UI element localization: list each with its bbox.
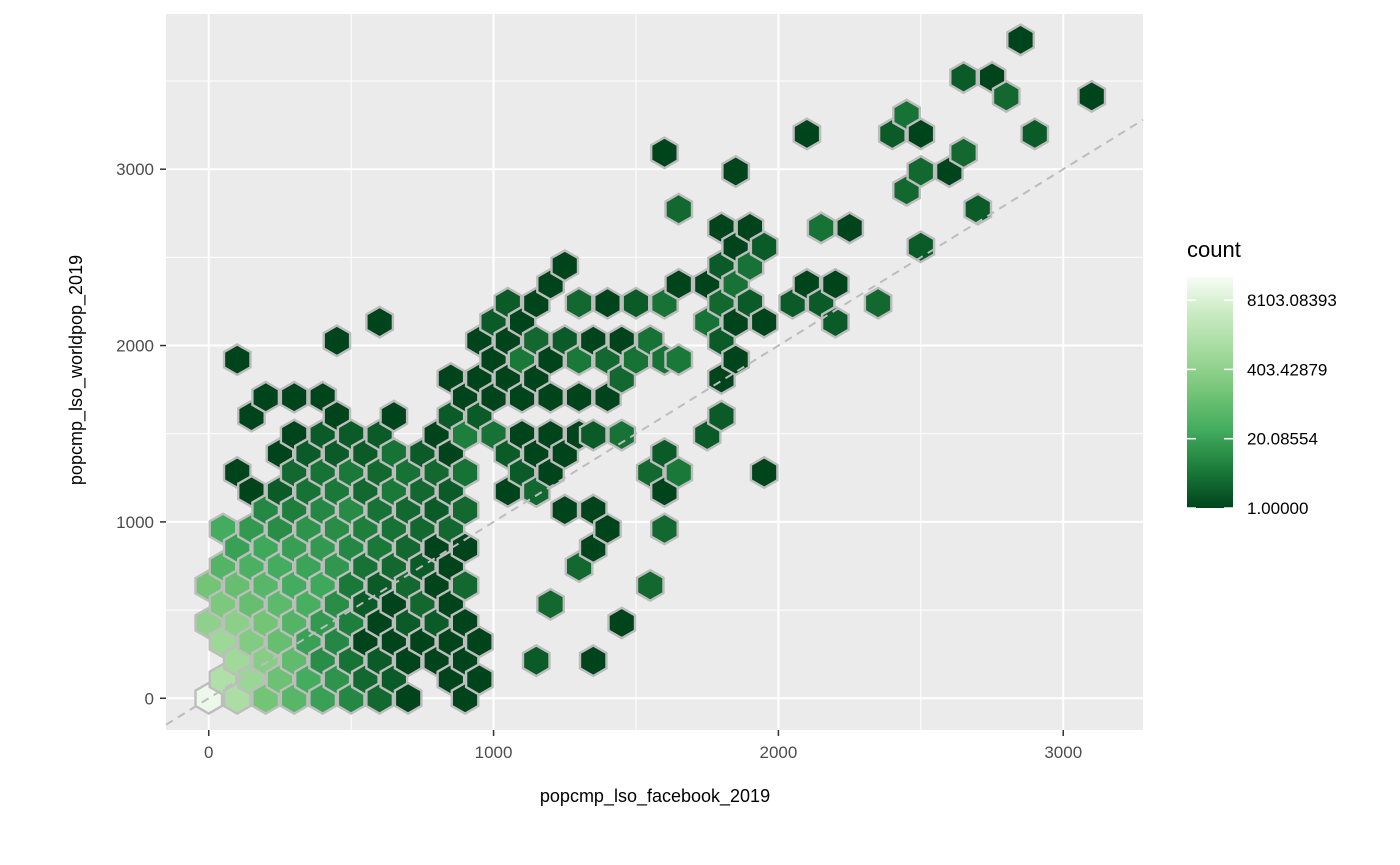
legend-label: 403.42879 bbox=[1247, 360, 1327, 379]
hex-bin bbox=[664, 343, 694, 377]
hex-bin bbox=[806, 211, 836, 245]
hex-bin bbox=[906, 230, 936, 264]
hex-bin bbox=[949, 60, 978, 95]
hex-bin bbox=[593, 512, 622, 546]
x-tick-label: 0 bbox=[204, 743, 213, 762]
hex-bin bbox=[564, 380, 594, 414]
legend-title: count bbox=[1187, 237, 1241, 262]
hex-bin bbox=[322, 324, 352, 358]
hex-bin bbox=[664, 455, 694, 490]
hex-bin bbox=[379, 399, 409, 433]
y-tick-label: 2000 bbox=[116, 337, 154, 356]
hex-bin bbox=[393, 681, 423, 715]
hex-bin bbox=[222, 343, 252, 377]
y-axis-title: popcmp_lso_worldpop_2019 bbox=[66, 255, 87, 485]
hex-bin bbox=[906, 117, 936, 151]
hex-bin bbox=[550, 493, 580, 527]
hex-bin bbox=[607, 606, 637, 640]
y-tick-label: 0 bbox=[145, 689, 154, 708]
x-axis-ticks: 0 1000 2000 3000 bbox=[204, 730, 1082, 762]
hex-bin bbox=[820, 305, 850, 339]
hex-bin bbox=[464, 662, 494, 697]
hex-bin bbox=[863, 286, 893, 320]
hex-bin bbox=[721, 343, 751, 377]
hex-bin bbox=[521, 644, 551, 678]
hex-bin bbox=[464, 625, 494, 659]
hex-bin bbox=[593, 286, 622, 320]
legend-label: 1.00000 bbox=[1247, 499, 1308, 518]
hex-bin bbox=[1006, 23, 1036, 57]
hex-bin bbox=[578, 644, 608, 678]
hex-bin bbox=[650, 512, 679, 546]
hex-bin bbox=[564, 286, 594, 320]
hex-bin bbox=[578, 418, 608, 452]
hex-bin bbox=[536, 587, 565, 621]
hex-bin bbox=[365, 305, 395, 339]
x-tick-label: 3000 bbox=[1044, 743, 1082, 762]
hex-bin bbox=[749, 455, 779, 490]
hex-bin bbox=[749, 230, 779, 264]
hex-bin bbox=[949, 136, 978, 170]
hex-bin bbox=[279, 380, 309, 414]
hex-bin bbox=[450, 531, 480, 565]
hex-bin bbox=[906, 154, 936, 189]
hex-bin bbox=[650, 136, 679, 170]
hex-bin bbox=[536, 380, 565, 414]
hex-bin bbox=[835, 211, 865, 245]
identity-reference-line bbox=[165, 118, 1144, 726]
hex-bin bbox=[991, 79, 1021, 114]
hex-bin bbox=[721, 154, 751, 189]
hex-bin bbox=[550, 249, 580, 283]
hex-bin bbox=[621, 286, 651, 320]
hex-bin bbox=[749, 305, 779, 339]
y-tick-label: 1000 bbox=[116, 513, 154, 532]
legend-label: 20.08554 bbox=[1247, 430, 1318, 449]
color-legend: count 8103.08393 403.42879 20.08554 1.00000 bbox=[1187, 237, 1337, 518]
hex-bin bbox=[607, 418, 637, 452]
y-tick-label: 3000 bbox=[116, 160, 154, 179]
legend-label: 8103.08393 bbox=[1247, 291, 1337, 310]
hex-bin bbox=[450, 493, 480, 527]
hex-bin bbox=[1020, 117, 1050, 151]
hex-bin bbox=[450, 455, 480, 490]
hex-bin bbox=[1077, 79, 1107, 114]
x-tick-label: 2000 bbox=[759, 743, 797, 762]
hex-bin bbox=[820, 267, 850, 301]
y-axis-ticks: 0 1000 2000 3000 bbox=[116, 160, 166, 708]
x-axis-title: popcmp_lso_facebook_2019 bbox=[540, 786, 770, 807]
legend-ticks: 8103.08393 403.42879 20.08554 1.00000 bbox=[1187, 291, 1337, 518]
hex-bin bbox=[664, 267, 694, 301]
hex-bin bbox=[635, 568, 665, 603]
hex-bin bbox=[963, 192, 993, 226]
hex-bin bbox=[251, 380, 281, 414]
hex-bin bbox=[707, 399, 736, 433]
hex-bin bbox=[450, 568, 480, 603]
x-tick-label: 1000 bbox=[475, 743, 513, 762]
hex-bin bbox=[664, 192, 694, 226]
legend-colorbar bbox=[1187, 277, 1233, 508]
hex-bins bbox=[194, 23, 1107, 715]
hex-bin bbox=[792, 117, 822, 151]
